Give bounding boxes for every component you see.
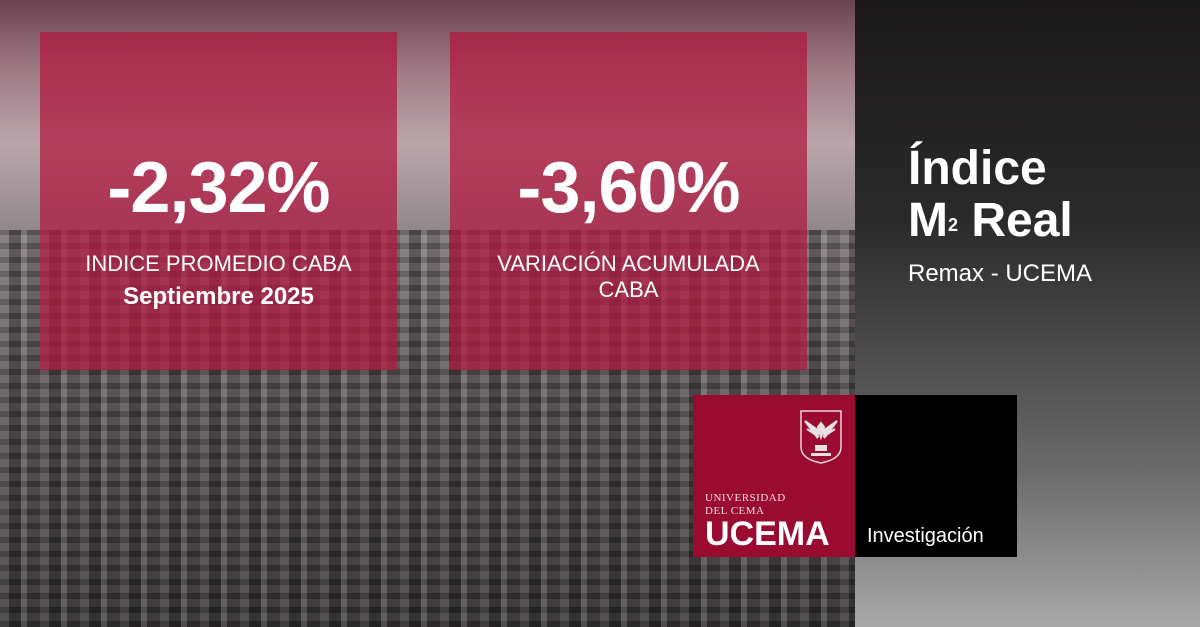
stat-label: VARIACIÓN ACUMULADA CABA xyxy=(497,251,760,302)
stat-period: Septiembre 2025 xyxy=(123,283,314,310)
title-line1: Índice xyxy=(908,142,1047,195)
subtitle: Remax - UCEMA xyxy=(908,260,1093,287)
section-badge: Investigación xyxy=(855,395,1017,557)
university-label: UNIVERSIDAD DEL CEMA xyxy=(705,492,786,518)
stat-label: INDICE PROMEDIO CABA xyxy=(85,251,352,276)
title-m: M xyxy=(908,194,948,247)
ucema-wordmark: UCEMA xyxy=(705,515,830,553)
title-superscript: 2 xyxy=(947,215,958,235)
stat-card-cumulative: -3,60% VARIACIÓN ACUMULADA CABA xyxy=(450,32,807,370)
univ-line2: DEL CEMA xyxy=(705,505,765,517)
eagle-shield-icon xyxy=(800,410,842,464)
ucema-logo: UNIVERSIDAD DEL CEMA UCEMA xyxy=(693,395,855,557)
stat-card-index: -2,32% INDICE PROMEDIO CABA Septiembre 2… xyxy=(40,32,397,370)
title-real: Real xyxy=(971,194,1073,247)
univ-line1: UNIVERSIDAD xyxy=(705,492,786,504)
section-label: Investigación xyxy=(867,525,984,547)
stat-value: -2,32% xyxy=(107,148,330,228)
stat-value: -3,60% xyxy=(517,148,740,228)
page-title: Índice M2 Real xyxy=(908,143,1073,247)
